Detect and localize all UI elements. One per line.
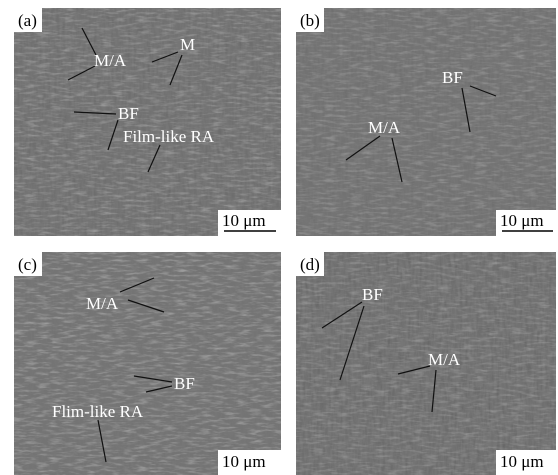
annotation: M/A	[94, 51, 127, 70]
texture	[296, 8, 556, 236]
annotation: BF	[442, 68, 463, 87]
texture	[296, 252, 556, 475]
annotation: M/A	[368, 118, 401, 137]
panel: (a) M/A M BF Film-like RA 10 μm	[14, 8, 281, 236]
texture	[14, 252, 281, 475]
scale-bar-label: 10 μm	[222, 211, 266, 230]
panel-label: (c)	[18, 255, 37, 274]
annotation: Flim-like RA	[52, 402, 144, 421]
panel: (d) BF M/A 10 μm	[296, 252, 556, 475]
panel-label: (b)	[300, 11, 320, 30]
annotation: M/A	[428, 350, 461, 369]
annotation: BF	[118, 104, 139, 123]
scale-bar-label: 10 μm	[222, 452, 266, 471]
scale-bar-label: 10 μm	[500, 211, 544, 230]
panel: (b) BF M/A 10 μm	[296, 8, 556, 236]
figure: (a) M/A M BF Film-like RA 10 μm (b) BF M…	[0, 0, 558, 475]
annotation: BF	[174, 374, 195, 393]
panel-label: (a)	[18, 11, 37, 30]
annotation: M	[180, 35, 195, 54]
annotation: M/A	[86, 294, 119, 313]
annotation: BF	[362, 285, 383, 304]
scale-bar-label: 10 μm	[500, 452, 544, 471]
texture	[14, 8, 281, 236]
panel: (c) M/A BF Flim-like RA 10 μm	[14, 252, 281, 475]
panel-label: (d)	[300, 255, 320, 274]
annotation: Film-like RA	[123, 127, 215, 146]
